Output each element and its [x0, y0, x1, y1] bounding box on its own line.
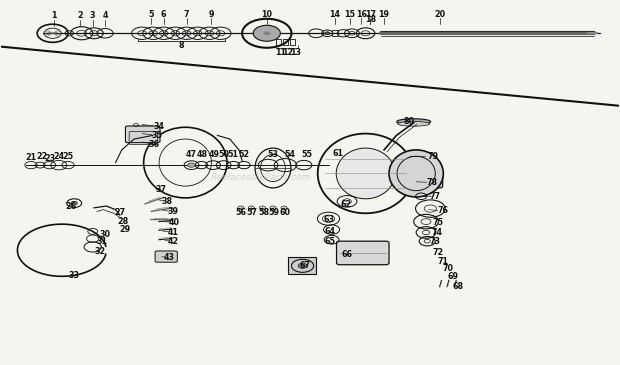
Text: 8: 8: [179, 41, 184, 50]
Text: 74: 74: [432, 228, 443, 237]
Circle shape: [71, 201, 78, 205]
Circle shape: [253, 25, 280, 41]
Circle shape: [188, 163, 195, 167]
Text: 1: 1: [51, 11, 56, 20]
FancyBboxPatch shape: [125, 126, 160, 143]
Text: 67: 67: [299, 261, 311, 270]
Circle shape: [298, 263, 307, 268]
Text: 2: 2: [78, 11, 83, 20]
Text: 9: 9: [208, 9, 214, 19]
Ellipse shape: [397, 122, 430, 126]
Text: 18: 18: [365, 15, 376, 24]
Text: 25: 25: [63, 152, 74, 161]
Text: 55: 55: [301, 150, 312, 159]
Text: 21: 21: [25, 153, 37, 162]
Text: 65: 65: [325, 237, 336, 246]
Text: 69: 69: [448, 272, 459, 281]
Text: 31: 31: [97, 237, 107, 246]
Text: 36: 36: [149, 140, 160, 149]
Text: 41: 41: [167, 228, 179, 237]
Text: 23: 23: [44, 154, 55, 164]
Text: 5: 5: [149, 9, 154, 19]
Bar: [290, 39, 294, 45]
Text: 30: 30: [100, 230, 110, 239]
FancyBboxPatch shape: [409, 170, 443, 188]
FancyBboxPatch shape: [155, 251, 177, 262]
Text: 13: 13: [290, 47, 301, 57]
Text: 33: 33: [69, 272, 80, 280]
Text: 71: 71: [437, 257, 448, 266]
Text: 48: 48: [197, 150, 208, 159]
Text: 78: 78: [427, 178, 438, 187]
Text: 11: 11: [275, 47, 286, 57]
Text: 51: 51: [228, 150, 238, 159]
Text: 42: 42: [167, 237, 179, 246]
Text: 32: 32: [95, 247, 105, 256]
Text: 17: 17: [365, 9, 376, 19]
Text: 10: 10: [261, 9, 272, 19]
Polygon shape: [288, 257, 316, 274]
Text: 40: 40: [169, 218, 180, 227]
Text: 59: 59: [268, 208, 280, 217]
Text: 54: 54: [285, 150, 296, 159]
Text: 72: 72: [432, 247, 443, 257]
Text: 12: 12: [282, 47, 293, 57]
Text: 68: 68: [453, 282, 464, 291]
Text: 15: 15: [344, 9, 355, 19]
Text: 7: 7: [184, 9, 189, 19]
Text: 27: 27: [114, 208, 125, 217]
Text: 35: 35: [151, 131, 162, 140]
Text: 37: 37: [155, 185, 166, 194]
Text: 26: 26: [66, 201, 77, 211]
Text: 50: 50: [218, 150, 229, 159]
Text: 53: 53: [267, 150, 278, 159]
Text: 49: 49: [209, 150, 220, 159]
Text: 75: 75: [433, 218, 444, 227]
Text: 29: 29: [119, 225, 130, 234]
Text: 63: 63: [323, 215, 334, 224]
Text: 34: 34: [153, 122, 164, 131]
Text: 76: 76: [437, 206, 448, 215]
Ellipse shape: [336, 148, 395, 199]
Bar: [332, 30, 339, 36]
Text: 62: 62: [340, 200, 352, 209]
Text: 24: 24: [53, 152, 64, 161]
Text: 66: 66: [342, 250, 353, 260]
Text: 19: 19: [379, 9, 389, 19]
Text: 70: 70: [442, 264, 453, 273]
Text: 38: 38: [161, 197, 172, 206]
Text: 57: 57: [246, 208, 257, 217]
Text: 20: 20: [434, 9, 445, 19]
Text: 6: 6: [161, 9, 166, 19]
Text: 14: 14: [329, 9, 340, 19]
Text: 73: 73: [430, 237, 441, 246]
Ellipse shape: [397, 119, 431, 124]
Ellipse shape: [389, 150, 443, 197]
FancyBboxPatch shape: [337, 241, 389, 265]
Text: 4: 4: [102, 11, 108, 20]
Bar: [283, 39, 288, 45]
Text: 16: 16: [356, 9, 366, 19]
Text: 58: 58: [258, 208, 269, 217]
Text: 77: 77: [430, 192, 441, 201]
Text: 3: 3: [90, 11, 95, 20]
Text: 28: 28: [117, 217, 128, 226]
Text: 79: 79: [428, 152, 439, 161]
Text: 52: 52: [239, 150, 249, 159]
Text: 56: 56: [236, 208, 246, 217]
Circle shape: [325, 32, 330, 35]
Text: 80: 80: [403, 117, 414, 126]
Text: 22: 22: [36, 152, 47, 161]
Bar: [276, 39, 281, 45]
Text: 61: 61: [332, 149, 343, 158]
Text: 39: 39: [167, 207, 179, 216]
Text: 64: 64: [325, 227, 336, 236]
Text: 47: 47: [186, 150, 197, 159]
Text: 60: 60: [280, 208, 291, 217]
Text: ReplaceableParts.com: ReplaceableParts.com: [211, 173, 311, 181]
Text: 43: 43: [164, 253, 175, 262]
